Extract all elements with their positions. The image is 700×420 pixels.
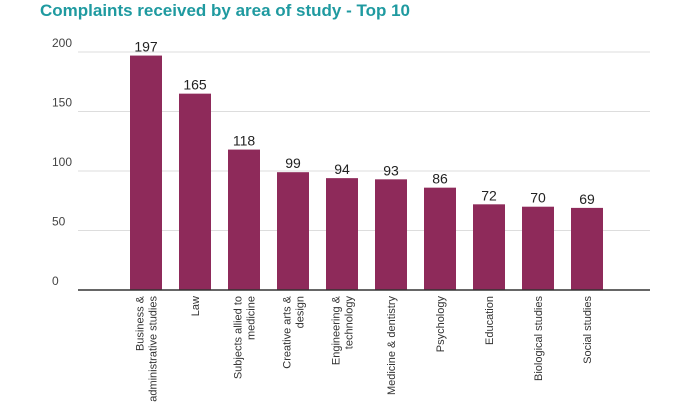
data-label: 118 [233,133,256,149]
x-tick-label-line: Engineering & [331,295,343,365]
bar [179,93,211,291]
x-tick-label: Subjects allied tomedicine [233,296,258,379]
x-tick-label: Medicine & dentistry [386,296,398,396]
x-tick-label: Psychology [435,296,447,353]
data-label: 86 [432,171,448,187]
data-label: 165 [183,77,207,93]
y-tick-label: 150 [52,96,72,110]
data-label: 70 [530,190,546,206]
x-axis-ticks: Business &administrative studies Law Subje… [135,295,595,401]
data-label: 94 [334,161,350,177]
bar [130,55,162,290]
bar [326,178,358,290]
gridlines [78,51,650,231]
data-label: 72 [481,187,497,203]
data-label: 99 [285,155,301,171]
chart-title: Complaints received by area of study - T… [40,1,411,20]
y-tick-label: 200 [52,36,72,50]
bar [277,172,309,290]
y-axis-ticks: 0 50 100 150 200 [52,36,72,288]
x-tick-label: Education [484,296,496,345]
x-tick-label-line: Biological studies [533,296,545,381]
x-tick-label: Law [190,296,202,316]
x-tick-label-line: design [295,296,307,328]
data-labels: 197 165 118 99 94 93 86 72 70 69 [134,39,595,207]
x-tick-label-line: Creative arts & [282,295,294,368]
x-tick-label-line: Psychology [435,296,447,353]
x-tick-label-line: Law [190,296,202,316]
x-tick-label: Biological studies [533,296,545,381]
x-tick-label: Social studies [582,296,594,364]
x-tick-label-line: Medicine & dentistry [386,296,398,396]
bar [522,206,554,290]
bar [473,204,505,290]
bar [375,179,407,290]
y-tick-label: 50 [52,215,66,229]
x-tick-label: Engineering &technology [331,295,356,365]
x-tick-label: Creative arts &design [282,295,307,368]
x-tick-label-line: technology [344,296,356,350]
x-tick-label-line: Subjects allied to [233,296,245,379]
data-label: 197 [134,39,158,55]
y-tick-label: 0 [52,274,59,288]
x-tick-label-line: medicine [246,296,258,340]
bar [571,207,603,290]
x-tick-label-line: Education [484,296,496,345]
bars [130,55,603,291]
x-tick-label: Business &administrative studies [135,295,160,401]
x-tick-label-line: Social studies [582,296,594,364]
bar [424,187,456,290]
bar [228,149,260,290]
y-tick-label: 100 [52,155,72,169]
x-tick-label-line: Business & [135,295,147,351]
x-tick-label-line: administrative studies [148,296,160,402]
data-label: 93 [383,162,399,178]
data-label: 69 [579,191,595,207]
